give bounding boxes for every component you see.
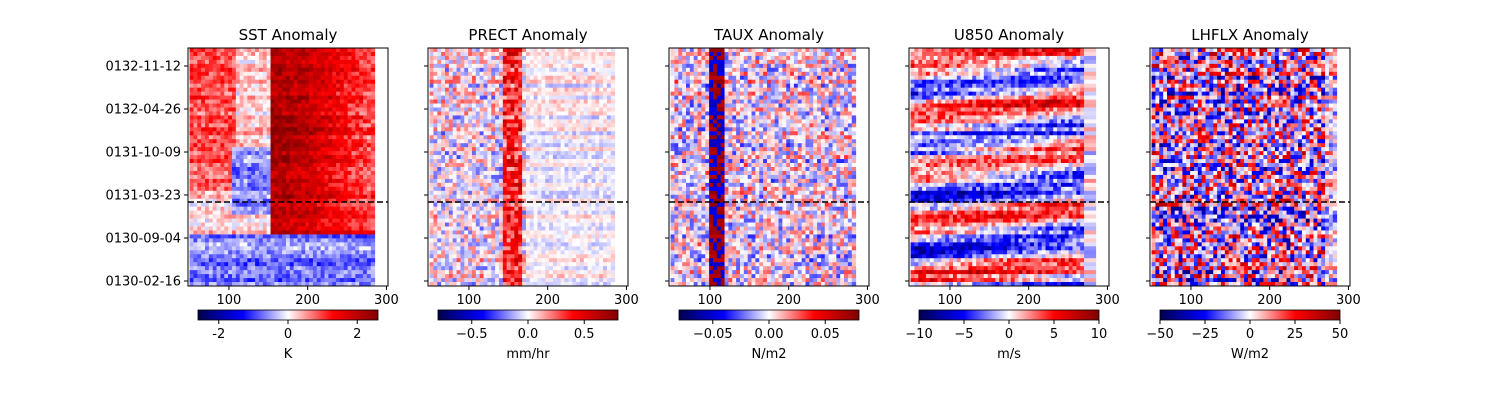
x-tick-label-5-0: 100 (1179, 293, 1204, 308)
colorbar-tick-label-3-1: 0.00 (755, 327, 784, 342)
y-tick-label-0: 0132-11-12 (105, 60, 181, 75)
colorbar-1: -2 0 2 K (197, 309, 379, 362)
x-tick-label-2-2: 300 (614, 293, 639, 308)
y-tick-label-4: 0130-09-04 (105, 232, 181, 247)
colorbar-tick-label-4-4: 10 (1091, 327, 1108, 342)
colorbar-tick-label-4-1: −5 (954, 327, 973, 342)
x-tick-label-3-1: 200 (776, 293, 801, 308)
panel-5: LHFLX Anomaly 100 200 300 −50 −25 0 25 50 W/m2 (1146, 26, 1361, 362)
x-tick-label-1-0: 100 (217, 293, 242, 308)
colorbar-label-3: N/m2 (751, 347, 786, 362)
heatmap-field-4 (910, 48, 1097, 287)
colorbar-tick-label-5-3: 25 (1287, 327, 1304, 342)
x-tick-label-4-2: 300 (1095, 293, 1120, 308)
x-tick-label-1-2: 300 (374, 293, 399, 308)
axes-frame-4 (908, 47, 1110, 287)
y-tick-label-1: 0132-04-26 (105, 103, 181, 118)
y-tick-label-3: 0131-03-23 (105, 189, 181, 204)
colorbar-tick-label-5-1: −25 (1191, 327, 1218, 342)
panel-4: U850 Anomaly 100 200 300 −10 −5 0 5 10 m/s (905, 26, 1120, 362)
axes-frame-1 (187, 47, 389, 287)
panel-1: SST Anomaly 100 200 300 0132-11-12 0132-04-26… (105, 26, 398, 362)
panel-title-5: LHFLX Anomaly (1191, 26, 1309, 44)
heatmap-field-3 (670, 48, 857, 287)
colorbar-3: −0.05 0.00 0.05 N/m2 (678, 309, 860, 362)
colorbar-label-4: m/s (997, 347, 1021, 362)
colorbar-tick-label-3-0: −0.05 (693, 327, 733, 342)
y-tick-label-5: 0130-02-16 (105, 275, 181, 290)
colorbar-tick-label-5-2: 0 (1246, 327, 1254, 342)
colorbar-tick-label-3-2: 0.05 (811, 327, 840, 342)
heatmap-field-1 (189, 48, 376, 287)
panel-title-4: U850 Anomaly (954, 26, 1064, 44)
x-tick-label-5-2: 300 (1336, 293, 1361, 308)
colorbar-label-5: W/m2 (1231, 347, 1269, 362)
heatmap-field-5 (1151, 48, 1338, 287)
colorbar-tick-label-4-3: 5 (1050, 327, 1058, 342)
colorbar-tick-label-2-0: −0.5 (456, 327, 488, 342)
panel-title-1: SST Anomaly (239, 26, 338, 44)
x-tick-label-3-0: 100 (698, 293, 723, 308)
colorbar-tick-label-1-0: -2 (212, 327, 225, 342)
colorbar-tick-label-2-2: 0.5 (574, 327, 595, 342)
colorbar-4: −10 −5 0 5 10 m/s (905, 309, 1108, 362)
axes-frame-2 (427, 47, 629, 287)
panel-title-2: PRECT Anomaly (468, 26, 587, 44)
x-tick-label-4-0: 100 (938, 293, 963, 308)
colorbar-tick-label-4-0: −10 (905, 327, 932, 342)
colorbar-label-1: K (284, 347, 293, 362)
colorbar-tick-label-5-4: 50 (1332, 327, 1349, 342)
panel-2: PRECT Anomaly 100 200 300 −0.5 0.0 0.5 mm/hr (424, 26, 639, 362)
x-tick-label-3-2: 300 (855, 293, 880, 308)
x-tick-label-2-1: 200 (535, 293, 560, 308)
panel-title-3: TAUX Anomaly (713, 26, 824, 44)
x-tick-label-5-1: 200 (1257, 293, 1282, 308)
x-tick-label-2-0: 100 (457, 293, 482, 308)
axes-frame-5 (1149, 47, 1351, 287)
axes-frame-3 (668, 47, 870, 287)
y-tick-label-2: 0131-10-09 (105, 146, 181, 161)
colorbar-tick-label-1-1: 0 (284, 327, 292, 342)
colorbar-tick-label-2-1: 0.0 (518, 327, 539, 342)
x-tick-label-4-1: 200 (1016, 293, 1041, 308)
colorbar-label-2: mm/hr (506, 347, 550, 362)
x-tick-label-1-1: 200 (295, 293, 320, 308)
panel-3: TAUX Anomaly 100 200 300 −0.05 0.00 0.05 N/m2 (665, 26, 880, 362)
colorbar-tick-label-1-2: 2 (353, 327, 361, 342)
colorbar-2: −0.5 0.0 0.5 mm/hr (437, 309, 619, 362)
colorbar-5: −50 −25 0 25 50 W/m2 (1146, 309, 1349, 362)
colorbar-tick-label-5-0: −50 (1146, 327, 1173, 342)
heatmap-field-2 (429, 48, 616, 287)
colorbar-tick-label-4-2: 0 (1005, 327, 1013, 342)
